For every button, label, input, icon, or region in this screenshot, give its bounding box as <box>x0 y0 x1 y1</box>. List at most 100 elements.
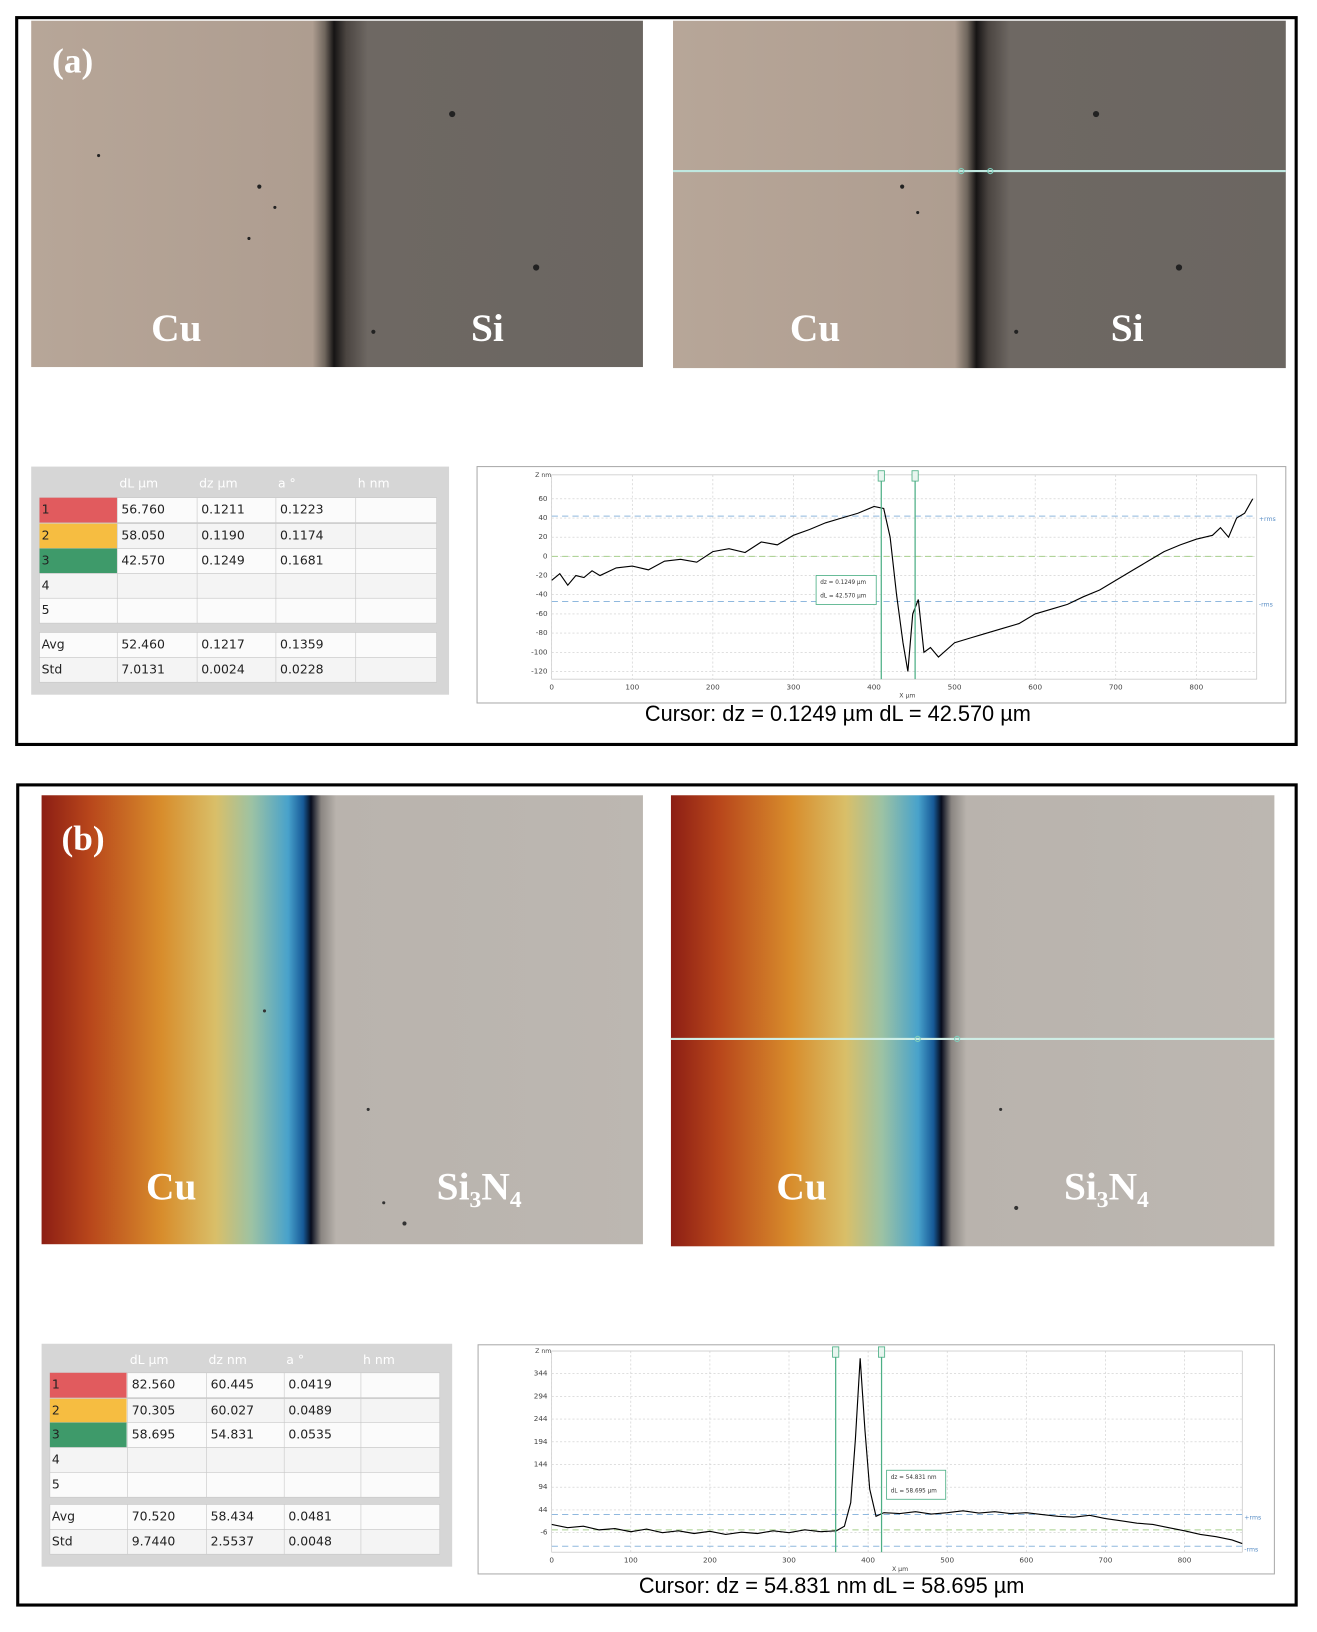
x-tick-label: 400 <box>861 1555 875 1564</box>
caption: Cursor: dz = 0.1249 µm dL = 42.570 µm <box>645 701 1031 726</box>
cell-text: 56.760 <box>121 502 165 517</box>
row-swatch <box>39 523 118 549</box>
panel-label: (b) <box>62 819 105 858</box>
cell-text: 4 <box>52 1451 60 1466</box>
cell-text: Avg <box>42 636 65 651</box>
profile-handle <box>987 167 994 175</box>
cell-text: 2 <box>52 1403 60 1418</box>
y-tick-label: 20 <box>538 532 548 541</box>
x-axis-label: X µm <box>892 1566 908 1573</box>
y-tick-label: -80 <box>536 628 548 637</box>
panel-border <box>16 783 1298 1607</box>
image-label: Cu <box>790 306 840 350</box>
x-axis-label: X µm <box>899 693 915 700</box>
y-tick-label: -100 <box>531 647 548 656</box>
x-tick-label: 800 <box>1189 682 1203 691</box>
cell-text: 3 <box>52 1426 60 1441</box>
cell-text: 0.0048 <box>288 1533 332 1548</box>
y-tick-label: -20 <box>536 571 548 580</box>
table-row <box>39 632 437 658</box>
table-row <box>39 657 437 683</box>
x-tick-label: 300 <box>782 1555 796 1564</box>
y-tick-label: -40 <box>536 590 548 599</box>
cell-text: 42.570 <box>121 552 165 567</box>
cell-text: 0.0024 <box>201 661 245 676</box>
cell-text: 7.0131 <box>121 661 165 676</box>
image-label: Cu <box>146 1164 196 1208</box>
y-tick-label: -6 <box>540 1528 548 1537</box>
cursor-box <box>815 575 877 605</box>
profile-curve <box>551 498 1254 672</box>
rms-label: +rms <box>1244 1515 1261 1522</box>
column-header: h nm <box>363 1352 395 1367</box>
y-tick-label: 0 <box>543 551 548 560</box>
cell-text: 2 <box>42 528 50 543</box>
x-tick-label: 100 <box>624 1555 638 1564</box>
image-label: Si₃N₄ <box>437 1164 522 1208</box>
x-tick-label: 800 <box>1178 1555 1192 1564</box>
y-axis-label: Z nm <box>535 472 551 479</box>
cell-text: Std <box>52 1533 73 1548</box>
row-swatch <box>49 1372 127 1398</box>
x-tick-label: 400 <box>867 682 881 691</box>
cell-text: 0.1190 <box>201 528 245 543</box>
cell-text: 60.027 <box>211 1403 255 1418</box>
profile-handle <box>914 1035 921 1043</box>
micrograph <box>41 795 643 1245</box>
cursor-handle <box>832 1346 840 1358</box>
image-label: Cu <box>776 1164 826 1208</box>
column-header: dz µm <box>199 476 237 491</box>
cell-text: 58.434 <box>211 1508 255 1523</box>
cell-text: 60.445 <box>211 1377 255 1392</box>
row-swatch <box>49 1422 127 1448</box>
cell-text: 9.7440 <box>132 1533 176 1548</box>
cell-text: 0.1681 <box>280 552 324 567</box>
y-tick-label: 144 <box>534 1460 548 1469</box>
x-tick-label: 700 <box>1098 1555 1112 1564</box>
x-tick-label: 100 <box>625 682 639 691</box>
y-tick-label: 244 <box>534 1414 548 1423</box>
column-header: a ° <box>286 1352 304 1367</box>
micrograph <box>673 20 1286 369</box>
caption: Cursor: dz = 54.831 nm dL = 58.695 µm <box>639 1573 1025 1598</box>
panel-label: (a) <box>52 41 93 80</box>
table-row <box>49 1504 441 1530</box>
rms-label: -rms <box>1244 1546 1258 1553</box>
cell-text: 1 <box>52 1377 60 1392</box>
table-row <box>49 1472 441 1498</box>
cell-text: 58.050 <box>121 528 165 543</box>
cell-text: 0.1249 <box>201 552 245 567</box>
y-tick-label: 44 <box>538 1505 548 1514</box>
y-tick-label: 94 <box>538 1482 548 1491</box>
specks <box>262 1009 1019 1226</box>
cell-text: Std <box>42 661 63 676</box>
column-header: h nm <box>358 476 390 491</box>
cursor-handle <box>877 470 885 482</box>
y-tick-label: 60 <box>538 494 548 503</box>
x-tick-label: 600 <box>1019 1555 1033 1564</box>
table-row <box>49 1529 441 1555</box>
profile-chart: 0 100 200 300 400 500 600 700 8006040200-20-40-6… <box>476 466 1287 704</box>
micrograph <box>31 20 643 368</box>
specks <box>97 110 1183 334</box>
cell-text: 0.0419 <box>288 1377 332 1392</box>
cursor-handle <box>911 470 919 482</box>
profile-curve <box>551 1358 1243 1545</box>
y-tick-label: -60 <box>536 609 548 618</box>
cell-text: 58.695 <box>132 1426 176 1441</box>
cell-text: Avg <box>52 1508 75 1523</box>
row-swatch <box>39 497 118 523</box>
rms-label: -rms <box>1259 602 1273 609</box>
x-tick-label: 700 <box>1109 682 1123 691</box>
x-tick-label: 500 <box>940 1555 954 1564</box>
cell-text: 0.1211 <box>201 502 245 517</box>
cell-text: 2.5537 <box>211 1533 255 1548</box>
cell-text: 0.0535 <box>288 1426 332 1441</box>
data-table: dL µm dz nm a ° h nm 1 82.560 60.445 0.0419 2 70.… <box>41 1343 453 1567</box>
cursor-readout: dL = 42.570 µm <box>820 594 866 600</box>
y-axis-label: Z nm <box>535 1348 551 1355</box>
panel-border <box>15 16 1298 747</box>
x-tick-label: 200 <box>706 682 720 691</box>
